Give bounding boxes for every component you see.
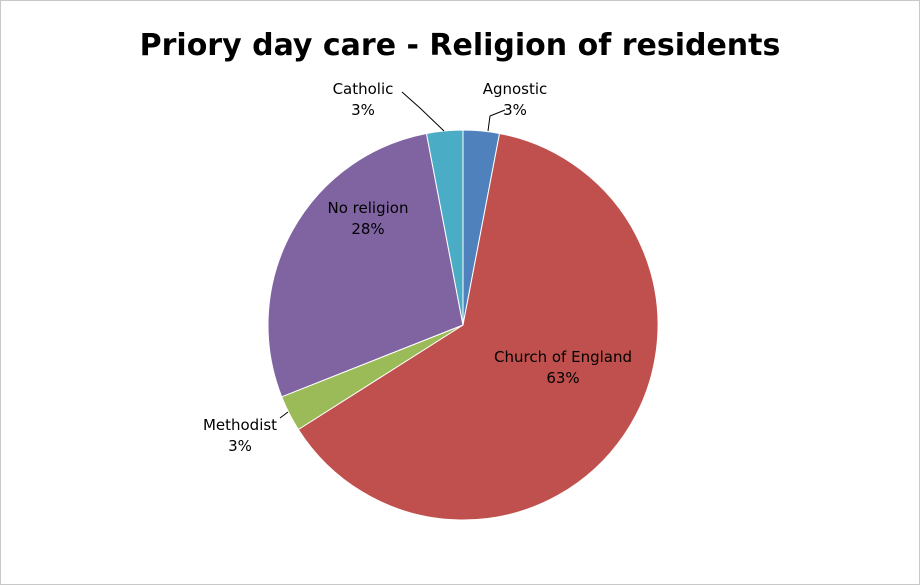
slice-value-label: 63% <box>546 369 579 387</box>
slice-label: Agnostic <box>483 80 548 98</box>
leader-line <box>487 109 506 132</box>
slice-label: Methodist <box>203 416 277 434</box>
leader-line <box>401 91 445 132</box>
pie-slice-no-religion <box>267 132 464 398</box>
slice-label: Catholic <box>333 80 394 98</box>
leader-line <box>279 411 289 419</box>
slice-label: Church of England <box>494 348 632 366</box>
chart-title: Priory day care - Religion of residents <box>139 28 781 63</box>
slice-value-label: 3% <box>351 101 375 119</box>
slice-value-label: 28% <box>351 220 384 238</box>
slice-value-label: 3% <box>503 101 527 119</box>
pie-slice-catholic <box>425 129 464 326</box>
slice-label: No religion <box>328 199 409 217</box>
slice-value-label: 3% <box>228 437 252 455</box>
pie-slice-church-of-england <box>297 132 659 521</box>
